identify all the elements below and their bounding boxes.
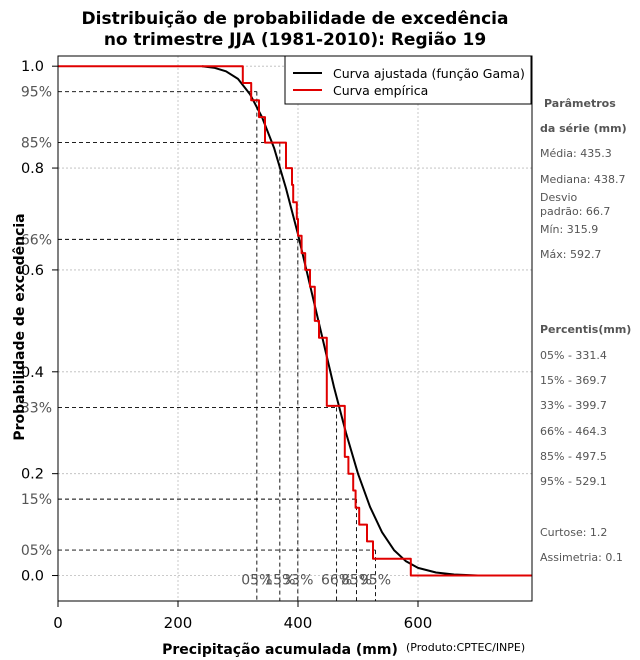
y-tick-label: 0.0 — [21, 569, 44, 585]
empirical-curve — [58, 65, 532, 577]
percentile-x-label: 66% — [321, 573, 352, 589]
percentis-title: Percentis(mm) — [540, 323, 632, 336]
percentile-y-label: 85% — [21, 136, 52, 152]
y-tick-label: 0.8 — [21, 161, 44, 177]
pct-33: 33% - 399.7 — [540, 399, 607, 412]
y-tick-label: 1.0 — [21, 59, 44, 75]
percentile-y-label: 05% — [21, 543, 52, 559]
x-axis-label: Precipitação acumulada (mm) — [162, 642, 398, 658]
stat-assimetria: Assimetria: 0.1 — [540, 551, 623, 564]
chart-title-line2: no trimestre JJA (1981-2010): Região 19 — [103, 30, 487, 50]
legend-label-empirical: Curva empírica — [333, 83, 428, 98]
percentile-x-label: 33% — [282, 573, 313, 589]
y-tick-label: 0.2 — [21, 467, 44, 483]
plot-frame — [57, 55, 533, 602]
y-tick-label: 0.6 — [21, 263, 44, 279]
pct-95: 95% - 529.1 — [540, 475, 607, 488]
legend: Curva ajustada (função Gama) Curva empír… — [284, 55, 532, 105]
params-title-2: da série (mm) — [540, 122, 627, 135]
percentile-y-label: 95% — [21, 85, 52, 101]
axes-layer: 95%85%66%33%15%05%05%15%33% 66%85%95%0 200… — [21, 55, 533, 632]
legend-box — [284, 55, 532, 105]
pct-05: 05% - 331.4 — [540, 349, 607, 362]
stat-curtose: Curtose: 1.2 — [540, 526, 608, 539]
stat-media: Média: 435.3 — [540, 147, 612, 160]
params-title-1: Parâmetros — [544, 97, 616, 110]
percentile-y-label: 33% — [21, 400, 52, 416]
x-tick-label: 400 — [284, 614, 313, 632]
percentile-x-label: 15% — [264, 573, 295, 589]
percentile-x-label: 05% — [241, 573, 272, 589]
x-tick-label: 200 — [164, 614, 193, 632]
stat-desvio-1: Desvio — [540, 191, 578, 204]
stat-min: Mín: 315.9 — [540, 223, 599, 236]
stat-desvio-2: padrão: 66.7 — [540, 205, 611, 218]
y-tick-label: 0.4 — [21, 365, 44, 381]
grid-layer — [57, 56, 532, 601]
percentile-x-label: 85% — [341, 573, 372, 589]
stat-mediana: Mediana: 438.7 — [540, 173, 626, 186]
pct-15: 15% - 369.7 — [540, 374, 607, 387]
pct-66: 66% - 464.3 — [540, 425, 607, 438]
pct-85: 85% - 497.5 — [540, 450, 607, 463]
legend-label-fitted: Curva ajustada (função Gama) — [333, 66, 525, 81]
percentile-y-label: 66% — [21, 232, 52, 248]
chart-title-line1: Distribuição de probabilidade de excedên… — [81, 9, 509, 29]
y-axis-label: Probabilidade de excedência — [12, 213, 28, 441]
stat-max: Máx: 592.7 — [540, 248, 602, 261]
product-credit: (Produto:CPTEC/INPE) — [406, 641, 526, 654]
percentile-y-label: 15% — [21, 492, 52, 508]
percentile-x-label: 95% — [360, 573, 391, 589]
x-tick-label: 600 — [404, 614, 433, 632]
fitted-curve — [201, 65, 479, 577]
series-layer — [58, 65, 532, 577]
x-tick-label: 0 — [53, 614, 63, 632]
